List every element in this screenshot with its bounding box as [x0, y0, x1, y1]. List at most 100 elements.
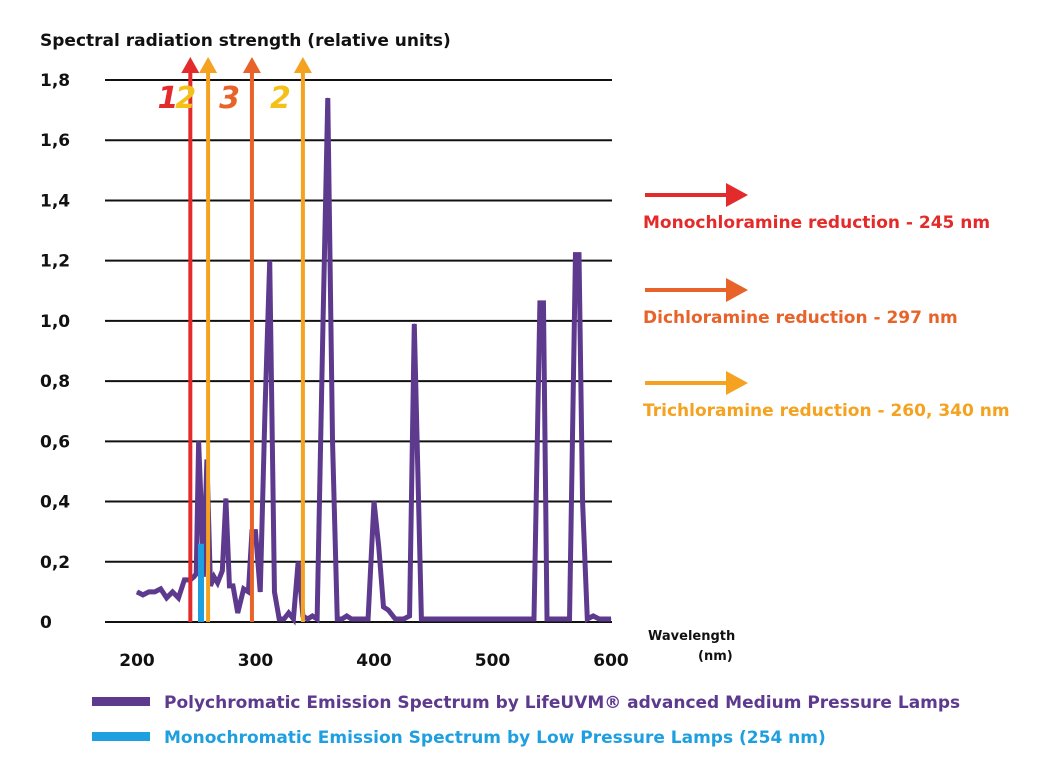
y-tick-label: 1,0 [40, 312, 70, 332]
polychromatic-point [420, 618, 422, 620]
polychromatic-point [456, 618, 458, 620]
polychromatic-point [341, 618, 343, 620]
legend-entry: Monochromatic Emission Spectrum by Low P… [164, 728, 826, 748]
polychromatic-point [209, 585, 211, 587]
polychromatic-point [136, 591, 138, 593]
polychromatic-point [350, 618, 352, 620]
arrow-number-label: 3 [219, 81, 240, 116]
annotation-text: Trichloramine reduction - 260, 340 nm [643, 401, 1010, 421]
polychromatic-point [160, 588, 162, 590]
series-group [135, 97, 612, 626]
polychromatic-point [217, 582, 219, 584]
polychromatic-point [515, 618, 517, 620]
polychromatic-point [288, 612, 290, 614]
y-tick-label: 1,2 [40, 252, 70, 272]
polychromatic-point [283, 618, 285, 620]
annotation-text: Monochloramine reduction - 245 nm [643, 213, 990, 233]
polychromatic-point [367, 618, 369, 620]
arrow-number-label: 1 [157, 81, 178, 116]
legend-swatch [92, 732, 150, 741]
polychromatic-point [327, 97, 329, 99]
polychromatic-point [200, 501, 202, 503]
polychromatic-point [243, 588, 245, 590]
polychromatic-point [586, 618, 588, 620]
y-tick-label: 0,6 [40, 432, 70, 452]
polychromatic-point [533, 618, 535, 620]
x-axis-ticks: 200 300 400 500 600 [119, 651, 629, 671]
annotation-arrow-icon [726, 278, 748, 302]
polychromatic-point [307, 618, 309, 620]
polychromatic-point [610, 618, 612, 620]
polychromatic-point [592, 615, 594, 617]
polychromatic-point [278, 618, 280, 620]
annotation-arrow-icon [726, 371, 748, 395]
polychromatic-point [228, 585, 230, 587]
polychromatic-point [237, 612, 239, 614]
polychromatic-point [582, 501, 584, 503]
polychromatic-point [154, 591, 156, 593]
polychromatic-point [361, 618, 363, 620]
polychromatic-point [574, 254, 576, 256]
polychromatic-point [148, 591, 150, 593]
polychromatic-point [225, 498, 227, 500]
x-axis-label-line2: (nm) [698, 649, 733, 664]
x-axis-label-line1: Wavelength [648, 629, 735, 644]
annotation-group: Monochloramine reduction - 245 nm Dichlor… [643, 183, 1010, 421]
arrow-head-245 [181, 57, 200, 73]
arrow-number-label: 2 [270, 81, 291, 116]
y-tick-label: 1,4 [40, 191, 70, 211]
polychromatic-point [539, 302, 541, 304]
polychromatic-point [378, 546, 380, 548]
y-tick-label: 0,4 [40, 493, 70, 513]
polychromatic-point [292, 618, 294, 620]
polychromatic-point [425, 618, 427, 620]
polychromatic-point [316, 618, 318, 620]
polychromatic-point [546, 618, 548, 620]
polychromatic-point [373, 501, 375, 503]
x-tick-label: 500 [475, 651, 511, 671]
polychromatic-point [492, 618, 493, 620]
polychromatic-point [468, 618, 470, 620]
polychromatic-point [193, 576, 195, 578]
y-tick-label: 0,8 [40, 372, 70, 392]
polychromatic-point [255, 531, 256, 533]
polychromatic-point [322, 320, 324, 322]
polychromatic-point [598, 618, 600, 620]
polychromatic-point [394, 618, 396, 620]
polychromatic-point [578, 254, 580, 256]
polychromatic-point [569, 618, 571, 620]
annotation-arrow-icon [726, 183, 748, 207]
y-axis-ticks: 0 0,2 0,4 0,6 0,8 1,0 1,2 1,4 1,6 1,8 [40, 71, 70, 633]
polychromatic-point [195, 573, 197, 575]
y-tick-label: 0,2 [40, 553, 70, 573]
arrow-head-340 [293, 57, 312, 73]
polychromatic-point [336, 618, 338, 620]
polychromatic-point [346, 615, 348, 617]
y-tick-label: 1,6 [40, 131, 70, 151]
polychromatic-point [183, 579, 185, 581]
x-tick-label: 600 [593, 651, 629, 671]
arrow-head-297 [242, 57, 261, 73]
polychromatic-point [542, 302, 544, 304]
polychromatic-point [172, 591, 174, 593]
x-tick-label: 400 [356, 651, 392, 671]
polychromatic-point [198, 440, 200, 442]
wavelength-arrows: 12 3 2 [157, 57, 312, 622]
polychromatic-point [432, 618, 434, 620]
x-tick-label: 200 [119, 651, 155, 671]
polychromatic-point [166, 597, 168, 599]
polychromatic-point [259, 591, 261, 593]
polychromatic-point [480, 618, 482, 620]
legend: Polychromatic Emission Spectrum by LifeU… [92, 693, 960, 748]
arrow-number-label: 2 [175, 81, 196, 116]
polychromatic-point [527, 618, 529, 620]
polychromatic-point [551, 618, 553, 620]
legend-entry: Polychromatic Emission Spectrum by LifeU… [164, 693, 960, 713]
polychromatic-point [382, 606, 384, 608]
polychromatic-point [355, 618, 357, 620]
polychromatic-point [413, 323, 415, 325]
polychromatic-point [213, 576, 215, 578]
annotation-text: Dichloramine reduction - 297 nm [643, 308, 958, 328]
polychromatic-point [177, 597, 179, 599]
